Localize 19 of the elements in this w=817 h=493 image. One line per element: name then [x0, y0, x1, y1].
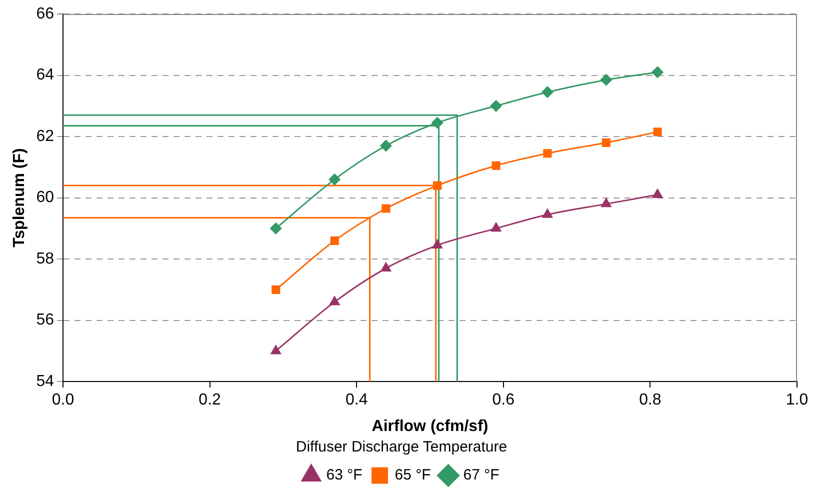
x-tick-label: 0.2 [198, 392, 222, 409]
x-axis-title: Airflow (cfm/sf) [372, 418, 488, 435]
y-tick-label: 62 [36, 128, 54, 145]
x-tick-label: 0.0 [52, 392, 74, 409]
y-tick-label: 64 [36, 66, 54, 84]
y-axis-title: Tsplenum (F) [11, 148, 28, 248]
y-tick-label: 66 [36, 5, 54, 22]
legend-label: 65 °F [394, 466, 431, 484]
legend-label: 67 °F [463, 466, 500, 484]
legend-title: Diffuser Discharge Temperature [296, 438, 508, 456]
y-tick-label: 56 [36, 312, 54, 329]
x-tick-label: 0.4 [345, 392, 368, 409]
y-tick-label: 54 [36, 373, 54, 390]
x-tick-label: 0.8 [639, 392, 662, 409]
y-tick-label: 58 [36, 250, 54, 268]
x-tick-label: 0.6 [492, 392, 515, 409]
y-tick-label: 60 [36, 189, 54, 206]
x-tick-label: 1.0 [786, 392, 808, 409]
legend-label: 63 °F [326, 466, 362, 484]
